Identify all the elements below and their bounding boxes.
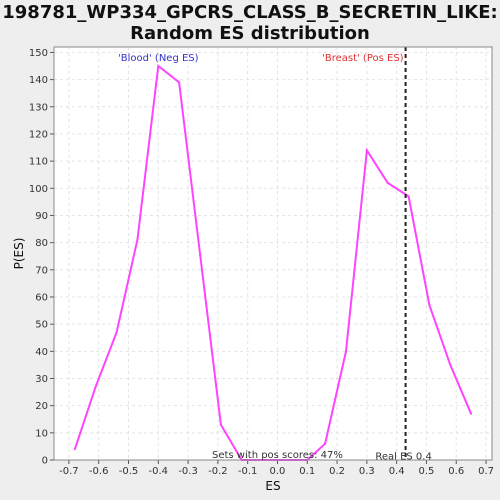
data-point [470, 412, 473, 415]
y-tick-label: 130 [29, 102, 48, 113]
neg-es-label: 'Blood' (Neg ES) [118, 53, 199, 64]
pos-es-label: 'Breast' (Pos ES) [322, 53, 404, 64]
y-tick-label: 120 [29, 129, 48, 140]
y-tick-label: 100 [29, 184, 48, 195]
data-point [324, 442, 327, 445]
data-point [157, 65, 160, 68]
x-tick-label: 0.0 [270, 466, 286, 477]
y-tick-label: 60 [35, 292, 48, 303]
data-point [94, 385, 97, 388]
y-tick-label: 50 [35, 320, 48, 331]
y-tick-label: 0 [42, 456, 48, 467]
y-tick-label: 20 [35, 401, 48, 412]
x-tick-label: 0.6 [448, 466, 464, 477]
data-point [178, 81, 181, 84]
chart-title-line-2: Random ES distribution [130, 23, 370, 44]
x-tick-label: -0.7 [59, 466, 79, 477]
data-point [428, 304, 431, 307]
y-tick-label: 80 [35, 238, 48, 249]
data-point [199, 252, 201, 255]
x-tick-label: -0.6 [89, 466, 109, 477]
y-tick-label: 150 [29, 48, 48, 59]
chart-title-line-1: 198781_WP334_GPCRS_CLASS_B_SECRETIN_LIKE… [2, 2, 498, 23]
y-tick-label: 10 [35, 428, 48, 439]
data-point [219, 423, 222, 426]
y-tick-label: 30 [35, 374, 48, 385]
plot-border [53, 46, 493, 461]
x-tick-label: -0.5 [119, 466, 139, 477]
data-point [386, 181, 389, 184]
real-es-label: Real ES 0.4 [375, 452, 431, 463]
y-tick-label: 110 [29, 157, 48, 168]
pos-scores-note: Sets with pos scores: 47% [212, 450, 343, 461]
y-axis-label: P(ES) [12, 238, 26, 270]
x-tick-label: 0.4 [389, 466, 405, 477]
data-point [73, 448, 76, 451]
y-axis-ticks: 0 10 20 30 40 50 60 70 80 90 100 110 120 130 140 150 [29, 48, 54, 467]
y-tick-label: 140 [29, 75, 48, 86]
y-tick-label: 70 [35, 265, 48, 276]
x-tick-label: 0.5 [418, 466, 434, 477]
data-point [449, 363, 452, 366]
data-point [115, 331, 118, 334]
x-axis-ticks: -0.7 -0.6 -0.5 -0.4 -0.3 -0.2 -0.1 0.0 0.1 0.2 0.3… [59, 460, 494, 477]
data-point [136, 238, 139, 241]
y-tick-label: 90 [35, 211, 48, 222]
data-point [365, 149, 368, 152]
x-tick-label: 0.7 [478, 466, 494, 477]
x-tick-label: 0.3 [359, 466, 375, 477]
data-point [407, 195, 410, 198]
x-tick-label: 0.2 [329, 466, 345, 477]
x-tick-label: -0.2 [208, 466, 228, 477]
x-tick-label: -0.4 [149, 466, 169, 477]
data-point [345, 350, 347, 353]
x-tick-label: -0.3 [178, 466, 198, 477]
x-axis-label: ES [265, 479, 280, 493]
x-tick-label: 0.1 [299, 466, 315, 477]
y-tick-label: 40 [35, 347, 48, 358]
x-tick-label: -0.1 [238, 466, 258, 477]
